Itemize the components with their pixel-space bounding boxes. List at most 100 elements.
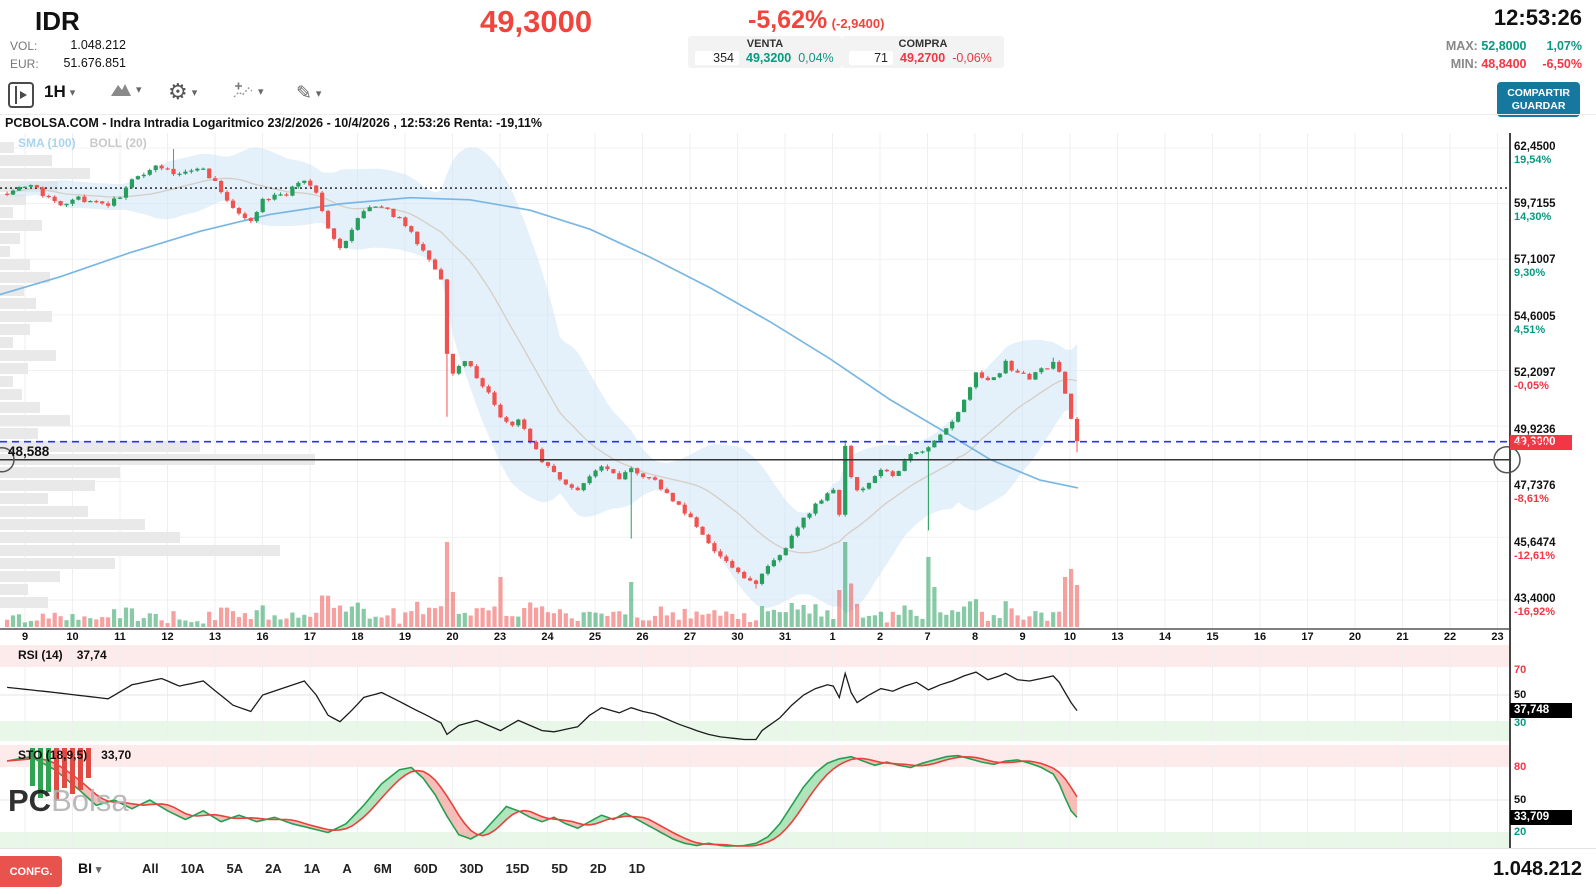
time-axis-label: 24 <box>541 631 554 643</box>
caret-down-icon: ▾ <box>136 84 142 96</box>
sto-lower-level: 20 <box>1514 826 1527 838</box>
time-axis-label: 15 <box>1206 631 1219 643</box>
time-axis-label: 31 <box>778 631 792 643</box>
draw-pencil-icon: ✎ <box>296 83 312 104</box>
change-abs: (-2,9400) <box>831 16 885 31</box>
price-axis-label: 52,2097 -0,05% <box>1514 367 1556 392</box>
settings-menu[interactable]: ⚙ ▾ <box>168 79 198 104</box>
share-save-button[interactable]: COMPARTIR GUARDAR <box>1497 82 1580 117</box>
price-axis-label: 43,4000 -16,92% <box>1514 593 1556 618</box>
caret-down-icon: ▾ <box>315 88 322 100</box>
settings-gear-icon: ⚙ <box>168 79 188 104</box>
caret-down-icon: ▾ <box>95 864 102 876</box>
range-button-5d[interactable]: 5D <box>551 861 569 876</box>
timeframe-select[interactable]: 1H ▾ <box>44 82 76 101</box>
venta-box: VENTA 354 49,3200 0,04% <box>688 36 842 68</box>
bottom-bar: CONFG. BI ▾ All 10A 5A 2A 1A A 6M 60D 30D 15D 5D 2D… <box>0 848 1596 894</box>
range-button-5a[interactable]: 5A <box>226 861 244 876</box>
current-price-badge: 49,3000 <box>1510 435 1572 450</box>
draw-tools-menu[interactable]: ✎ ▾ <box>296 82 321 105</box>
last-price: 49,3000 <box>480 4 593 39</box>
rsi-mid-level: 50 <box>1514 689 1527 701</box>
time-axis-label: 16 <box>1253 631 1267 643</box>
time-axis-label: 17 <box>1301 631 1314 643</box>
chart-type-select[interactable]: ▾ <box>110 82 142 97</box>
time-axis-label: 13 <box>1111 631 1124 643</box>
drawn-line-label[interactable]: 48,588 <box>8 444 50 459</box>
price-axis-line <box>1509 133 1511 848</box>
toolbar-separator <box>0 114 1596 115</box>
price-axis-label: 59,7155 14,30% <box>1514 197 1556 223</box>
time-axis-label: 14 <box>1158 631 1172 643</box>
sto-value-badge: 33,709 <box>1510 810 1572 825</box>
range-button-1d[interactable]: 1D <box>628 861 646 876</box>
time-axis-label: 1 <box>829 631 836 643</box>
venta-pct: 0,04% <box>798 51 834 65</box>
venta-qty: 354 <box>695 51 739 65</box>
time-axis-label: 9 <box>21 631 29 643</box>
time-axis-label: 19 <box>398 631 412 643</box>
rsi-panel[interactable] <box>0 645 1596 741</box>
compra-title: COMPRA <box>898 38 948 50</box>
chart-type-mountain-icon <box>111 84 131 96</box>
collapse-panel-icon <box>8 82 34 108</box>
time-axis-label: 26 <box>636 631 649 643</box>
time-axis-label: 10 <box>1063 631 1077 643</box>
rsi-label[interactable]: RSI (14) <box>18 648 63 662</box>
time-axis-label: 8 <box>971 631 979 643</box>
sto-label[interactable]: STO (18,9,5) <box>18 748 88 762</box>
range-button-2a[interactable]: 2A <box>265 861 282 876</box>
eur-label: EUR: <box>10 57 39 71</box>
time-axis-label: 23 <box>1491 631 1504 643</box>
price-axis-label: 45,6474 -12,61% <box>1514 536 1556 562</box>
price-axis-label: 49,9236 -4,43% <box>1514 423 1556 449</box>
venta-title: VENTA <box>746 38 784 50</box>
venta-price: 49,3200 <box>746 51 792 65</box>
range-button-all[interactable]: All <box>142 861 159 876</box>
time-axis-label: 18 <box>351 631 364 643</box>
range-button-1a[interactable]: 1A <box>303 861 321 876</box>
max-label: MAX: <box>1445 39 1478 53</box>
clock: 12:53:26 <box>1493 5 1582 30</box>
rsi-lower-level: 30 <box>1514 717 1527 729</box>
boll-legend[interactable]: BOLL (20) <box>89 136 147 150</box>
range-button-60d[interactable]: 60D <box>413 861 438 876</box>
symbol-title: IDR <box>35 6 80 36</box>
main-price-chart[interactable] <box>0 133 1596 630</box>
time-axis[interactable]: 9 10 11 12 13 16 17 18 19 20 23 24 25 26 27 30 31 1 2 7 8 9 10… <box>0 631 1596 645</box>
range-button-6m[interactable]: 6M <box>373 861 392 876</box>
sto-value: 33,70 <box>101 748 132 762</box>
range-button-10a[interactable]: 10A <box>180 861 205 876</box>
time-axis-label: 21 <box>1396 631 1409 643</box>
rsi-value: 37,74 <box>76 648 107 662</box>
price-axis-label: 47,7376 -8,61% <box>1514 480 1556 505</box>
market-select[interactable]: BI ▾ <box>78 860 102 876</box>
config-button[interactable]: CONFG. <box>0 856 62 887</box>
range-button-2d[interactable]: 2D <box>590 861 607 876</box>
eur-value: 51.676.851 <box>63 56 126 70</box>
caret-down-icon: ▾ <box>191 86 198 99</box>
range-button-30d[interactable]: 30D <box>459 861 484 876</box>
time-axis-label: 17 <box>303 631 317 643</box>
collapse-panel-button[interactable] <box>8 82 34 108</box>
range-button-a[interactable]: A <box>342 861 352 876</box>
time-axis-label: 23 <box>493 631 507 643</box>
compra-price: 49,2700 <box>900 51 946 65</box>
time-axis-label: 7 <box>924 631 931 643</box>
rsi-value-badge: 37,748 <box>1510 703 1572 718</box>
total-volume: 1.048.212 <box>1493 858 1582 880</box>
range-button-15d[interactable]: 15D <box>505 861 530 876</box>
rsi-upper-level: 70 <box>1514 664 1527 676</box>
caret-down-icon: ▾ <box>258 85 264 98</box>
sma-legend[interactable]: SMA (100) <box>18 136 76 150</box>
vol-value: 1.048.212 <box>70 38 126 52</box>
range-buttons: All 10A 5A 2A 1A A 6M 60D 30D 15D 5D 2D 1D <box>138 859 649 878</box>
time-axis-label: 25 <box>588 631 602 643</box>
time-axis-label: 2 <box>876 631 884 643</box>
stochastic-panel[interactable] <box>0 745 1596 848</box>
add-indicator-menu[interactable]: ▾ <box>232 82 264 100</box>
vol-label: VOL: <box>10 39 38 53</box>
time-axis-label: 22 <box>1443 631 1457 643</box>
time-axis-label: 30 <box>731 631 744 643</box>
min-value: 48,8400 <box>1481 57 1527 71</box>
